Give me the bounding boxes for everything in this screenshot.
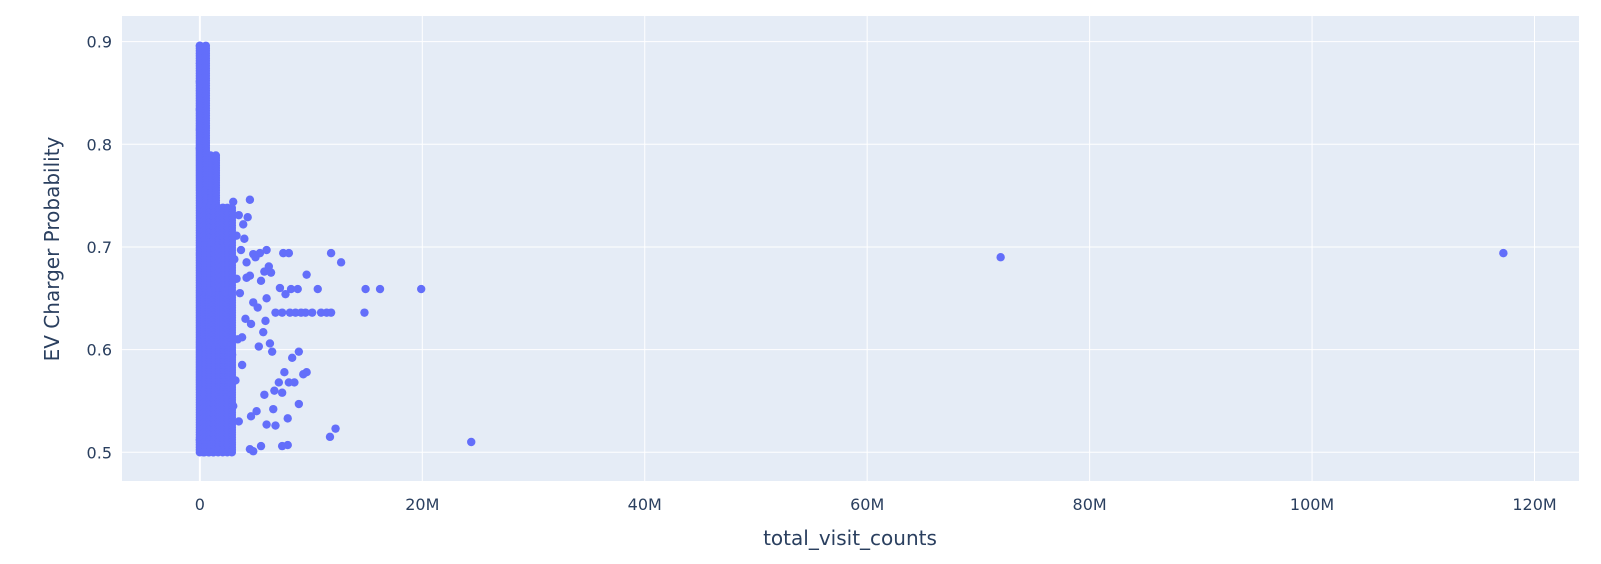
data-point (235, 288, 245, 298)
data-point (467, 437, 476, 447)
x-tick-label: 0 (195, 495, 205, 514)
data-point (239, 220, 248, 229)
data-point (375, 284, 385, 294)
data-point (246, 412, 256, 421)
data-point (261, 316, 270, 326)
data-point (245, 195, 255, 204)
x-tick-label: 120M (1512, 495, 1556, 514)
data-point (277, 388, 287, 397)
data-points (195, 41, 1508, 457)
data-point (234, 210, 243, 220)
data-point (326, 308, 336, 317)
y-tick-label: 0.6 (87, 341, 112, 360)
y-axis-ticks: 0.5 0.6 0.7 0.8 0.9 (87, 33, 112, 463)
data-point (265, 339, 275, 348)
x-axis-ticks: 0 20M 40M 60M 80M 100M 120M (195, 495, 1557, 514)
y-tick-label: 0.5 (87, 443, 112, 462)
data-point (280, 367, 289, 377)
data-point (242, 273, 251, 282)
data-point (234, 417, 243, 426)
data-point (246, 319, 256, 329)
data-point (360, 308, 369, 317)
y-tick-label: 0.7 (87, 238, 112, 257)
data-point (254, 342, 264, 351)
data-point (416, 284, 426, 294)
y-tick-label: 0.9 (87, 33, 112, 52)
data-point (331, 424, 340, 433)
data-point (301, 308, 310, 317)
data-point (236, 245, 246, 255)
data-point (240, 234, 249, 243)
x-tick-label: 80M (1073, 495, 1107, 514)
data-point (243, 212, 252, 222)
data-point (294, 347, 304, 356)
y-axis-title: EV Charger Probability (40, 136, 64, 361)
data-point (262, 245, 271, 255)
data-point (299, 370, 308, 379)
data-point (293, 284, 302, 294)
data-point (294, 399, 304, 409)
data-point (260, 390, 269, 399)
data-point (313, 284, 322, 294)
data-point (277, 308, 287, 317)
data-point (253, 303, 262, 312)
data-point (241, 314, 250, 324)
data-point (242, 258, 251, 267)
data-point (251, 253, 260, 262)
data-point (325, 432, 335, 442)
data-point (281, 289, 290, 299)
data-point (266, 268, 276, 277)
data-point (277, 441, 287, 451)
data-point (307, 308, 317, 317)
data-point (269, 404, 278, 414)
y-tick-label: 0.8 (87, 135, 112, 154)
x-tick-label: 100M (1290, 495, 1334, 514)
data-point (249, 447, 258, 456)
data-point (284, 248, 294, 258)
grid-lines (122, 16, 1579, 481)
data-point (996, 253, 1005, 262)
x-tick-label: 40M (628, 495, 662, 514)
data-point (267, 347, 277, 356)
data-point (252, 406, 261, 416)
data-point (259, 327, 268, 337)
x-axis-title: total_visit_counts (763, 526, 937, 550)
data-point (262, 294, 271, 303)
data-point (256, 441, 266, 451)
data-point (227, 448, 237, 457)
data-point (287, 353, 297, 363)
data-point (270, 386, 279, 395)
data-point (275, 283, 285, 293)
data-point (262, 420, 271, 429)
data-point (237, 360, 247, 370)
data-point (260, 267, 269, 276)
x-tick-label: 20M (405, 495, 439, 514)
data-point (336, 258, 346, 267)
data-point (290, 378, 299, 387)
x-tick-label: 60M (850, 495, 884, 514)
data-point (1499, 248, 1508, 258)
data-point (256, 276, 266, 286)
data-point (274, 378, 284, 387)
data-point (271, 421, 280, 430)
data-point (361, 284, 370, 294)
data-point (271, 308, 280, 317)
data-point (286, 284, 296, 294)
data-point (283, 414, 292, 423)
data-point (302, 270, 311, 279)
plot-background (122, 16, 1579, 481)
data-point (326, 248, 336, 258)
